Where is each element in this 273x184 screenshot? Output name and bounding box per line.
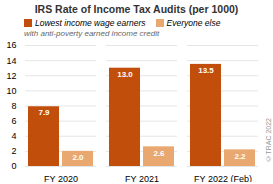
svg-text:12: 12 (6, 71, 16, 81)
svg-text:2.6: 2.6 (153, 149, 165, 158)
svg-text:7.9: 7.9 (38, 108, 50, 117)
svg-text:0: 0 (11, 161, 16, 171)
html-text:©TRAC 2022: ©TRAC 2022 (265, 118, 272, 162)
svg-text:4: 4 (11, 131, 16, 141)
html-text:Lowest income wage earners: Lowest income wage earners (35, 18, 146, 28)
svg-text:8: 8 (11, 101, 16, 111)
svg-text:13.0: 13.0 (117, 70, 133, 79)
svg-text:14: 14 (6, 56, 16, 66)
svg-text:2.0: 2.0 (72, 153, 84, 162)
svg-text:16: 16 (6, 40, 16, 50)
svg-text:13.5: 13.5 (198, 66, 214, 75)
svg-text:FY 2021: FY 2021 (125, 174, 159, 182)
svg-text:2.2: 2.2 (234, 152, 246, 161)
svg-text:10: 10 (6, 86, 16, 96)
html-text:with anti-poverty earned incom: with anti-poverty earned income credit (24, 29, 160, 38)
svg-text:FY 2020: FY 2020 (44, 174, 78, 182)
svg-text:2: 2 (11, 146, 16, 156)
html-text:Everyone else: Everyone else (166, 18, 221, 28)
svg-text:6: 6 (11, 116, 16, 126)
html-text:IRS Rate of Income Tax Audits: IRS Rate of Income Tax Audits (per 1000) (34, 3, 239, 15)
svg-text:FY 2022 (Feb): FY 2022 (Feb) (194, 174, 252, 182)
